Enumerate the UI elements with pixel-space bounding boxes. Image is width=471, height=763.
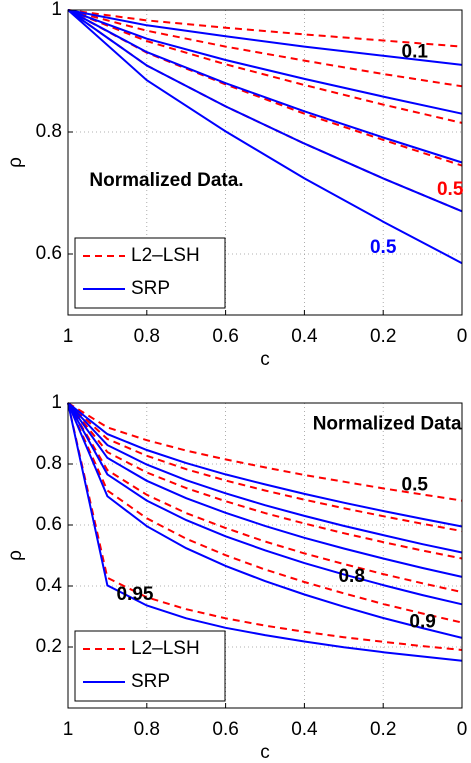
annotation: 0.9 (409, 612, 435, 633)
legend-label: SRP (131, 278, 170, 299)
data-line (67, 9, 463, 115)
legend-box (74, 630, 226, 702)
data-line (67, 9, 463, 48)
data-line (67, 402, 463, 533)
axes-frame (67, 9, 463, 316)
y-tick-label: 0.4 (36, 575, 63, 596)
line-chart: 1 0.8 0.6 0.4 0.2 0 0.2 0.4 0.6 0.8 1 Normalized Da… (5, 392, 467, 763)
data-line (67, 402, 463, 606)
x-tick-label: 0 (457, 719, 468, 740)
data-line (67, 402, 463, 502)
data-line (67, 402, 463, 578)
legend: L2–LSH SRP (74, 237, 226, 309)
y-tick-label: 1 (51, 0, 62, 20)
annotation: Normalized Data. (89, 170, 243, 191)
x-tick-label: 0.6 (212, 326, 238, 347)
y-tick-label: 0.2 (36, 636, 62, 657)
x-tick-label: 0.8 (134, 326, 160, 347)
line-chart: 1 0.8 0.6 0.4 0.2 0 0.6 0.8 1 0.1 Normalized Data.… (5, 0, 467, 370)
x-tick-label: 1 (63, 326, 74, 347)
data-line (67, 402, 463, 554)
legend-box (74, 237, 226, 309)
x-tick-label: 0.6 (212, 719, 238, 740)
data-line (67, 402, 463, 594)
x-tick-label: 0.2 (370, 719, 396, 740)
data-line (67, 402, 463, 560)
data-line (67, 9, 463, 265)
x-axis-label: c (260, 349, 270, 370)
x-tick-label: 1 (63, 719, 74, 740)
data-line (67, 402, 463, 651)
x-tick-label: 0 (457, 326, 468, 347)
legend: L2–LSH SRP (74, 630, 226, 702)
data-line (67, 402, 463, 528)
y-tick-label: 0.6 (36, 514, 62, 535)
y-axis-label: ρ (5, 157, 26, 168)
annotation: 0.5 (402, 474, 429, 495)
y-tick-label: 0.8 (36, 121, 62, 142)
annotation: 0.95 (116, 584, 153, 605)
legend-label: SRP (131, 671, 170, 692)
x-tick-label: 0.8 (134, 719, 160, 740)
annotation: 0.5 (437, 179, 464, 200)
y-axis-label: ρ (5, 550, 26, 561)
legend-label: L2–LSH (131, 245, 200, 266)
x-tick-label: 0.4 (291, 326, 318, 347)
annotation: 0.1 (402, 42, 429, 63)
annotation: Normalized Data (313, 413, 462, 434)
data-line (67, 9, 463, 213)
data-line (67, 9, 463, 124)
axes-frame (67, 402, 463, 709)
data-line (67, 9, 463, 164)
annotation: 0.5 (370, 237, 397, 258)
data-line (67, 9, 463, 66)
y-tick-label: 0.8 (36, 453, 62, 474)
y-tick-label: 1 (51, 392, 62, 413)
data-line (67, 402, 463, 639)
legend-label: L2–LSH (131, 638, 200, 659)
data-line (67, 402, 463, 662)
y-tick-label: 0.6 (36, 243, 62, 264)
annotation: 0.8 (338, 566, 364, 587)
x-tick-label: 0.4 (291, 719, 318, 740)
x-axis-label: c (260, 742, 270, 763)
data-line (67, 402, 463, 624)
x-tick-label: 0.2 (370, 326, 396, 347)
